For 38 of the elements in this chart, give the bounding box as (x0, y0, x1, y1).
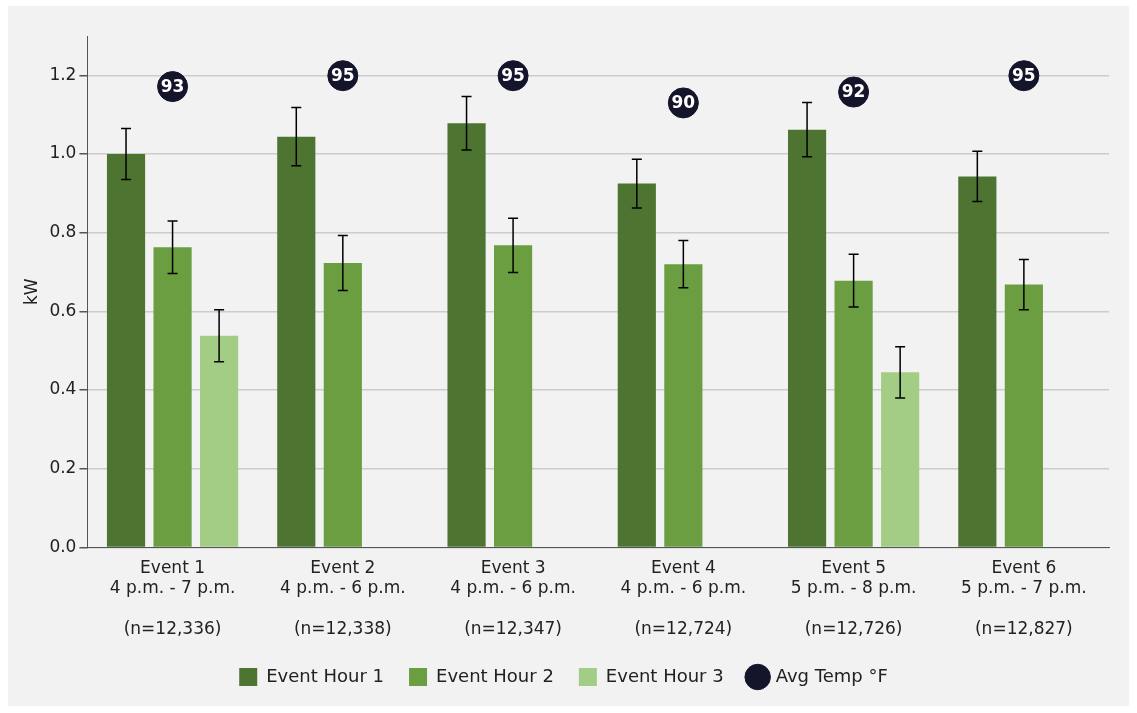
category-label: Event 5 5 p.m. - 8 p.m. (n=12,726) (790, 557, 917, 639)
bar (277, 136, 316, 547)
bar (200, 335, 239, 547)
data-label: 90 (671, 92, 696, 113)
legend-label: Event Hour 2 (436, 664, 554, 686)
category-label: Event 3 4 p.m. - 6 p.m. (n=12,347) (450, 557, 576, 639)
legend-label: Event Hour 3 (605, 664, 724, 686)
category-label: Event 6 5 p.m. - 7 p.m. (n=12,827) (961, 557, 1087, 639)
bar (958, 176, 997, 547)
bar (447, 123, 486, 547)
y-tick-label: 0.6 (49, 299, 77, 320)
y-axis-title: kW (20, 278, 41, 306)
bar (153, 247, 192, 547)
bar (787, 129, 827, 547)
legend-label: Avg Temp °F (775, 664, 888, 686)
bar (834, 280, 873, 547)
y-tick-label: 0.2 (49, 457, 77, 478)
bar (106, 154, 146, 547)
bar (1004, 284, 1043, 547)
bar (664, 264, 703, 547)
data-label: 92 (841, 81, 866, 102)
category-label: Event 1 4 p.m. - 7 p.m. (n=12,336) (109, 557, 236, 639)
bar (881, 372, 920, 547)
bar (494, 245, 533, 547)
category-label: Event 2 4 p.m. - 6 p.m. (n=12,338) (279, 557, 406, 639)
legend-label: Event Hour 1 (266, 664, 385, 686)
data-label: 95 (330, 65, 355, 86)
y-tick-label: 1.2 (49, 63, 77, 84)
y-tick-label: 0.8 (49, 221, 77, 242)
category-label: Event 4 4 p.m. - 6 p.m. (n=12,724) (620, 557, 747, 639)
bar (617, 183, 656, 547)
data-label: 95 (501, 65, 525, 86)
bar (323, 262, 362, 547)
data-label: 93 (160, 76, 185, 97)
data-label: 95 (1012, 65, 1036, 86)
y-tick-label: 0.4 (49, 378, 77, 399)
y-tick-label: 0.0 (49, 535, 77, 556)
y-tick-label: 1.0 (49, 142, 77, 163)
